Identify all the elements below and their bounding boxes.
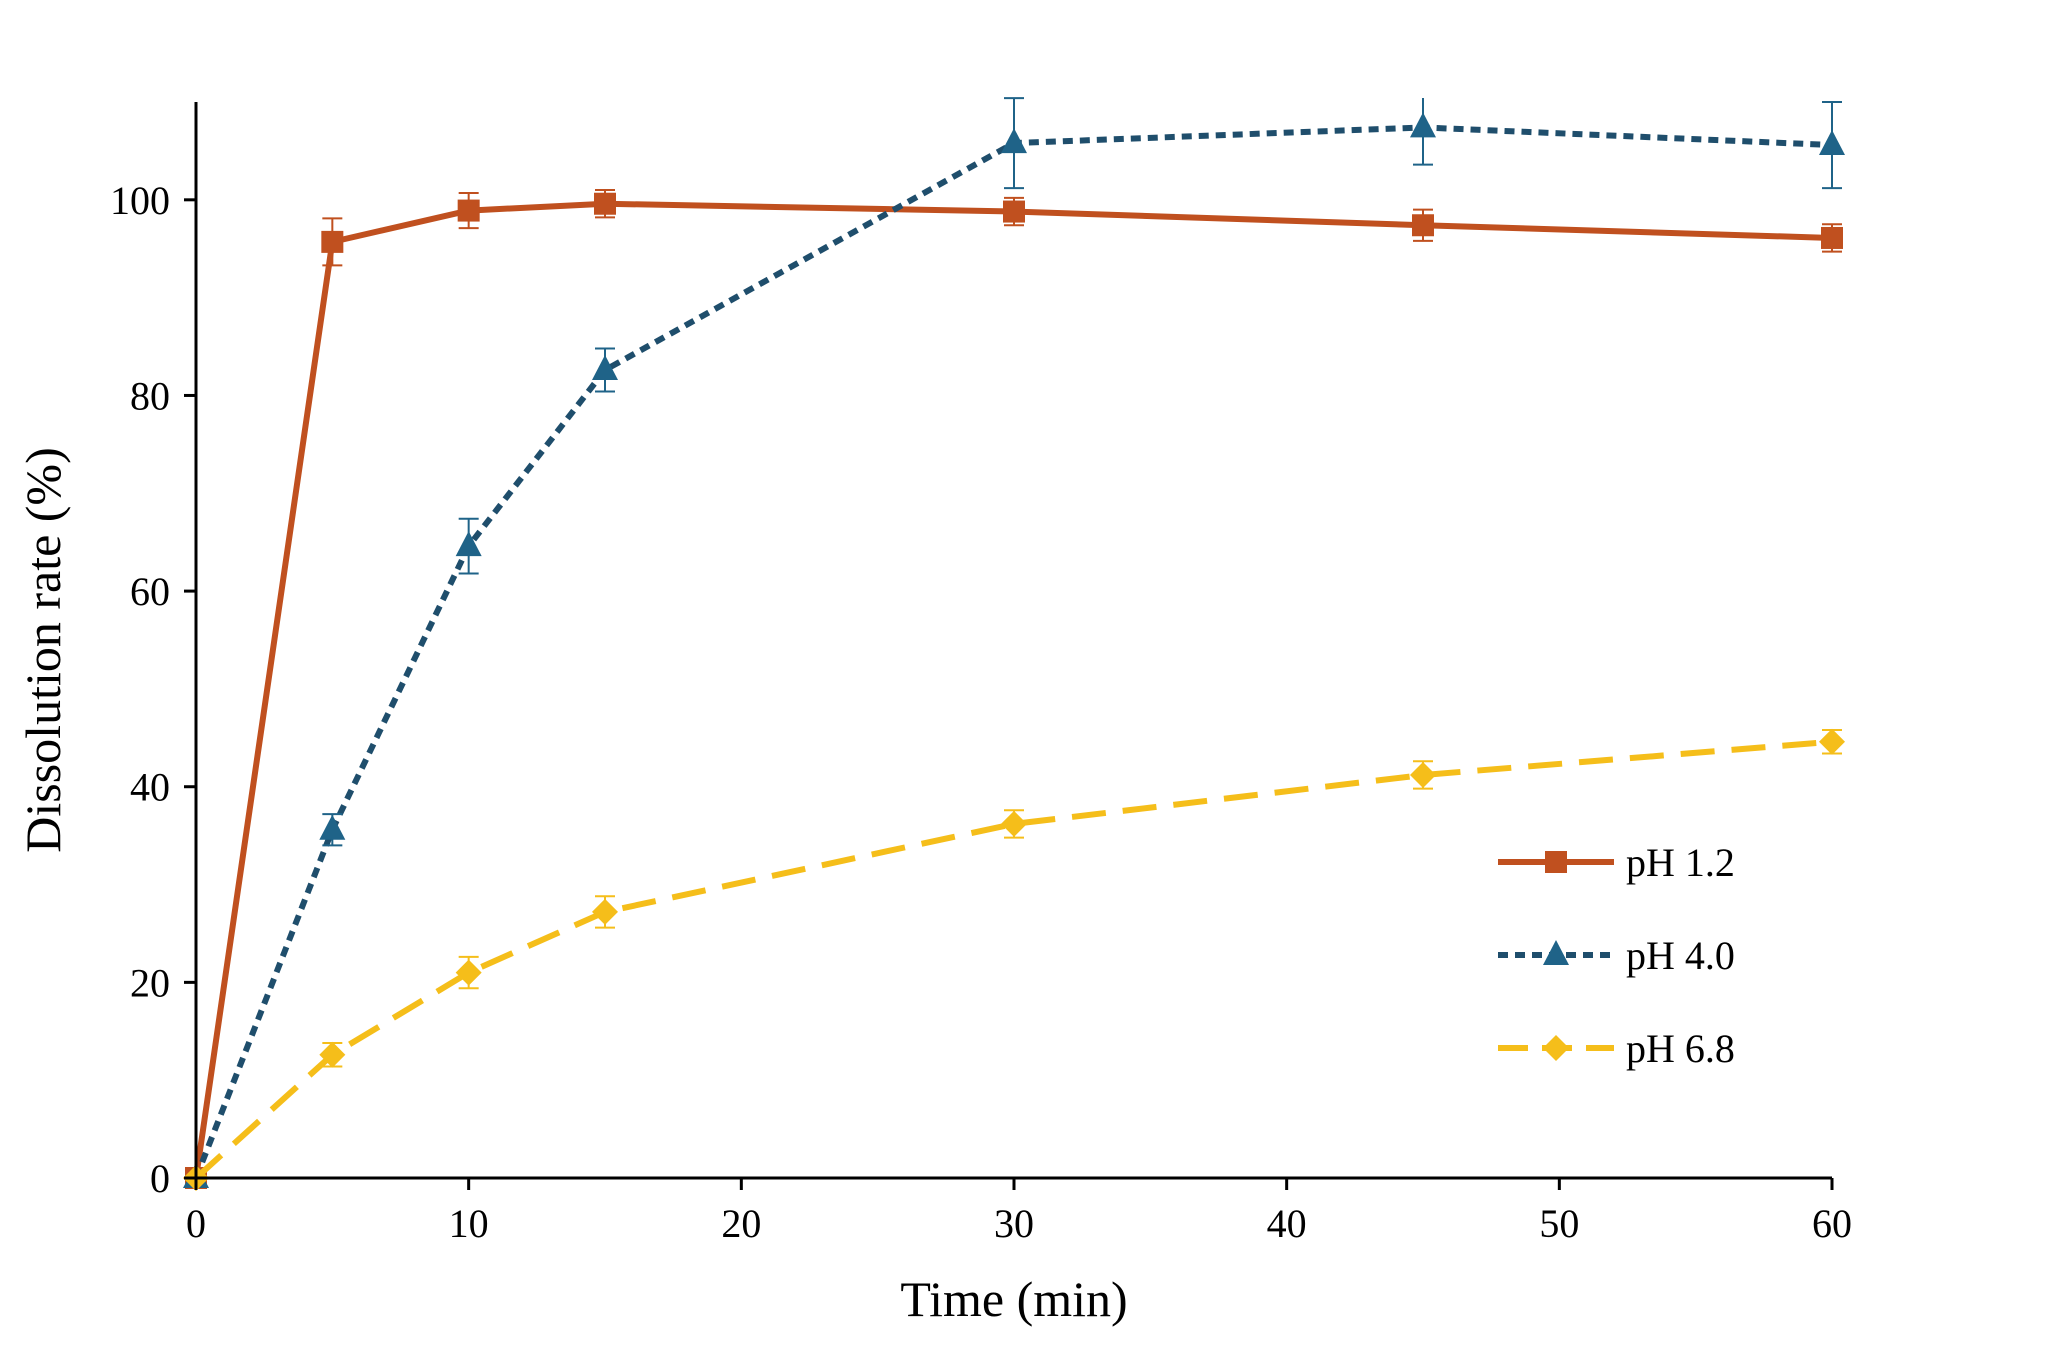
y-tick-label: 60	[130, 569, 170, 614]
series-ph-1-2	[185, 189, 1843, 1189]
series-line	[193, 738, 1833, 1181]
y-tick-label: 40	[130, 765, 170, 810]
x-tick-label: 10	[449, 1201, 489, 1246]
data-point	[594, 192, 616, 215]
data-point	[321, 230, 344, 253]
x-axis-title: Time (min)	[900, 1271, 1127, 1327]
x-ticks: 0 10 20 30 40 50 60	[186, 1178, 1852, 1246]
data-point	[1412, 214, 1434, 237]
data-point	[1819, 130, 1845, 156]
data-point	[319, 814, 346, 840]
x-tick-label: 60	[1812, 1201, 1852, 1246]
legend-item: pH 4.0	[1498, 933, 1735, 978]
legend-marker	[1543, 940, 1569, 965]
data-point	[1821, 226, 1843, 249]
legend-marker	[1543, 1035, 1569, 1061]
data-point	[455, 531, 482, 557]
y-tick-label: 0	[150, 1156, 170, 1201]
legend-label: pH 1.2	[1626, 840, 1735, 885]
series-line	[193, 200, 1833, 1179]
legend-label: pH 6.8	[1626, 1026, 1735, 1071]
x-tick-label: 20	[721, 1201, 761, 1246]
x-tick-label: 50	[1539, 1201, 1579, 1246]
series-line	[193, 124, 1833, 1180]
legend-item: pH 6.8	[1498, 1026, 1735, 1071]
x-tick-label: 0	[186, 1201, 206, 1246]
legend: pH 1.2 pH 4.0 pH 6.8	[1498, 840, 1735, 1071]
x-tick-label: 40	[1267, 1201, 1307, 1246]
data-point	[457, 199, 480, 222]
y-tick-label: 80	[130, 373, 170, 418]
legend-label: pH 4.0	[1626, 933, 1735, 978]
axes: 0 10 20 30 40 50 60 0 20 40 60 80 100	[110, 102, 1852, 1246]
data-point	[1001, 810, 1027, 837]
data-point	[1001, 128, 1027, 154]
data-point	[1003, 200, 1025, 223]
y-ticks: 0 20 40 60 80 100	[110, 178, 196, 1201]
y-tick-label: 100	[110, 178, 170, 223]
legend-item: pH 1.2	[1498, 840, 1735, 885]
data-point	[1819, 728, 1845, 755]
plot-area	[183, 97, 1845, 1191]
series-ph-4-0	[183, 97, 1845, 1188]
data-point	[319, 1041, 346, 1068]
legend-marker	[1545, 851, 1567, 873]
data-point	[1410, 761, 1436, 788]
data-point	[455, 959, 482, 986]
y-axis-title: Dissolution rate (%)	[15, 447, 71, 852]
series-ph-6-8	[183, 728, 1845, 1191]
data-point	[592, 898, 618, 925]
y-tick-label: 20	[130, 960, 170, 1005]
data-point	[1410, 112, 1436, 138]
x-tick-label: 30	[994, 1201, 1034, 1246]
data-point	[592, 355, 618, 381]
